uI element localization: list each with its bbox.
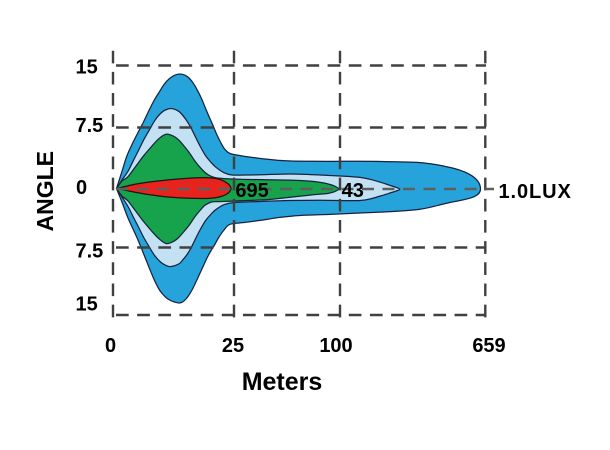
svg-text:0: 0 [76, 177, 87, 199]
svg-text:7.5: 7.5 [76, 241, 104, 263]
svg-text:0: 0 [105, 335, 116, 357]
svg-text:25: 25 [222, 335, 244, 357]
svg-text:695: 695 [235, 180, 268, 202]
svg-text:100: 100 [319, 335, 352, 357]
svg-text:15: 15 [76, 57, 98, 79]
svg-text:Meters: Meters [242, 368, 323, 396]
svg-text:15: 15 [76, 294, 98, 316]
svg-text:43: 43 [342, 180, 364, 202]
svg-text:7.5: 7.5 [76, 115, 104, 137]
svg-text:659: 659 [472, 335, 505, 357]
svg-text:1.0LUX: 1.0LUX [499, 181, 572, 203]
svg-text:ANGLE: ANGLE [32, 151, 58, 232]
